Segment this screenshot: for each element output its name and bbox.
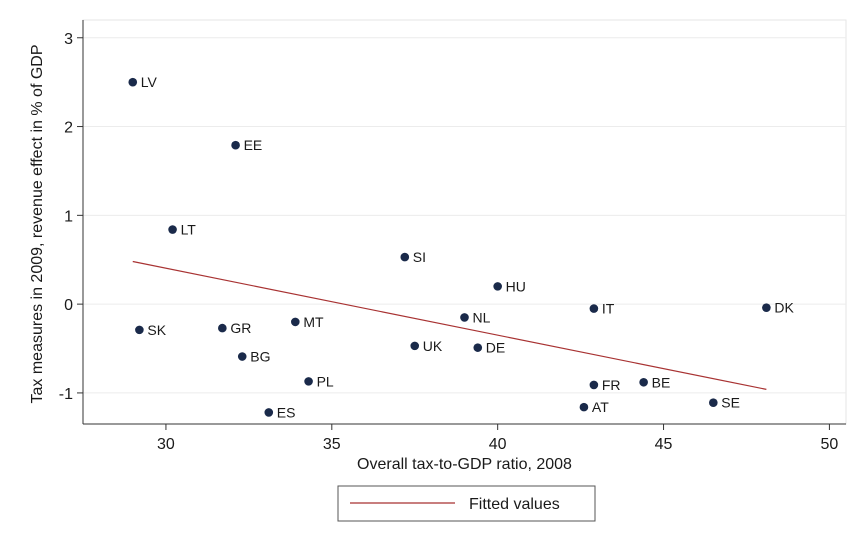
point-label-nl: NL	[473, 309, 491, 325]
legend: Fitted values	[337, 485, 596, 522]
point-hu	[493, 282, 502, 291]
point-gr	[218, 323, 227, 333]
point-label-lt: LT	[181, 222, 197, 238]
point-label-ee: EE	[244, 137, 263, 153]
axes: -1 0 1 2 3 30 35 40 45 50	[59, 20, 846, 453]
point-label-lv: LV	[141, 74, 158, 90]
point-lv	[128, 77, 138, 87]
data-points: LV EE LT SI HU IT DK NL SK GR MT BG UK DE PL ES FR BE AT SE	[128, 74, 794, 420]
point-label-be: BE	[652, 374, 671, 390]
point-label-it: IT	[602, 301, 615, 317]
point-be	[639, 377, 648, 387]
point-label-es: ES	[277, 404, 296, 420]
gridlines	[82, 19, 847, 425]
point-label-dk: DK	[774, 300, 794, 316]
point-label-sk: SK	[147, 322, 166, 338]
fitted-line	[132, 260, 767, 390]
point-de	[473, 343, 483, 352]
y-tick-label: 2	[64, 120, 73, 137]
point-at	[579, 402, 589, 412]
y-axis-title: Tax measures in 2009, revenue effect in …	[29, 44, 46, 403]
x-tick-label: 40	[489, 436, 507, 453]
y-tick-label: 0	[64, 297, 73, 314]
point-label-uk: UK	[423, 338, 443, 354]
point-sk	[135, 325, 144, 335]
point-label-mt: MT	[303, 314, 324, 330]
point-bg	[237, 352, 247, 361]
x-tick-label: 35	[323, 436, 341, 453]
point-mt	[291, 317, 300, 327]
y-tick-label: 1	[64, 208, 73, 225]
point-se	[709, 398, 718, 407]
point-es	[264, 408, 274, 417]
point-label-bg: BG	[250, 349, 270, 365]
point-fr	[589, 380, 599, 390]
plot-area	[82, 19, 847, 425]
fitted-line-group	[132, 260, 767, 390]
point-si	[400, 252, 410, 262]
point-it	[589, 304, 599, 313]
point-nl	[460, 313, 469, 322]
point-dk	[762, 303, 771, 312]
point-uk	[410, 341, 420, 351]
x-tick-label: 30	[157, 436, 175, 453]
point-label-de: DE	[486, 340, 505, 356]
point-ee	[231, 140, 240, 150]
point-label-se: SE	[721, 395, 740, 411]
x-tick-label: 45	[655, 436, 673, 453]
x-axis-title: Overall tax-to-GDP ratio, 2008	[357, 456, 572, 473]
point-label-at: AT	[592, 399, 609, 415]
x-tick-label: 50	[821, 436, 839, 453]
y-tick-label: -1	[59, 386, 73, 403]
point-label-gr: GR	[230, 320, 251, 336]
y-tick-label: 3	[64, 31, 73, 48]
point-lt	[168, 225, 177, 234]
point-label-hu: HU	[506, 278, 526, 294]
legend-label-fitted-values: Fitted values	[469, 496, 560, 513]
point-label-fr: FR	[602, 377, 621, 393]
point-label-si: SI	[413, 249, 426, 265]
point-label-pl: PL	[317, 373, 334, 389]
point-pl	[304, 377, 313, 386]
